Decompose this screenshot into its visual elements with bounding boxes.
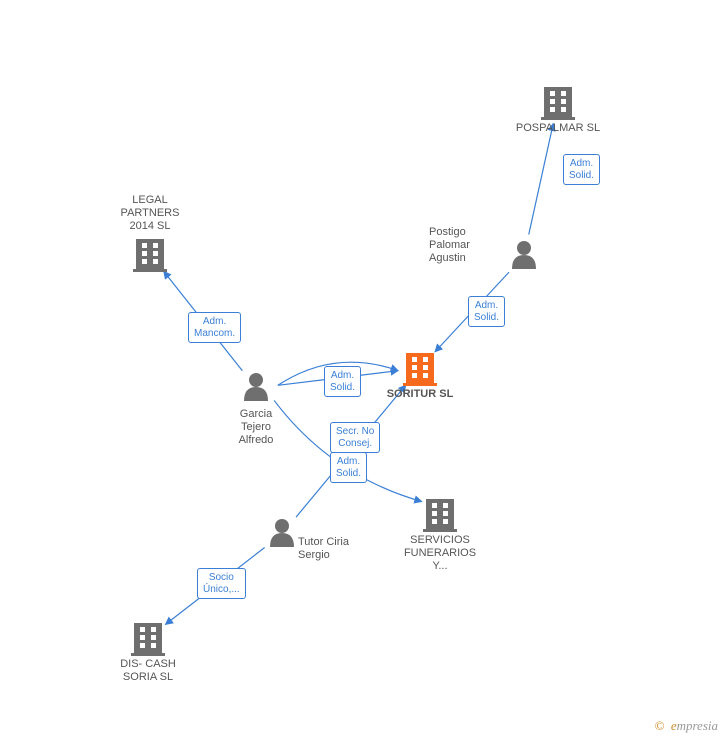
- node-pospalmar: [541, 87, 575, 120]
- edge-label-postigo-pospalmar: Adm. Solid.: [563, 154, 600, 185]
- edge-label-garcia-soritur: Secr. No Consej.: [330, 422, 380, 453]
- edge-label-tutor-discash: Socio Único,...: [197, 568, 246, 599]
- node-label-postigo: Postigo Palomar Agustin: [429, 226, 519, 266]
- node-label-servicios: SERVICIOS FUNERARIOS Y...: [395, 534, 485, 574]
- watermark: © empresia: [655, 718, 718, 734]
- node-label-tutor: Tutor Ciria Sergio: [298, 536, 388, 562]
- edge-label-tutor-soritur: Adm. Solid.: [330, 452, 367, 483]
- node-servicios: [423, 499, 457, 532]
- node-soritur: [403, 353, 437, 386]
- node-label-legal: LEGAL PARTNERS 2014 SL: [105, 194, 195, 234]
- edge-label-garcia-soritur: Adm. Solid.: [324, 366, 361, 397]
- node-label-discash: DIS- CASH SORIA SL: [103, 658, 193, 684]
- edge-postigo-pospalmar: [529, 123, 554, 234]
- node-discash: [131, 623, 165, 656]
- edge-label-garcia-legal: Adm. Mancom.: [188, 312, 241, 343]
- node-tutor: [270, 519, 294, 547]
- node-legal: [133, 239, 167, 272]
- watermark-rest: mpresia: [677, 718, 718, 733]
- node-garcia: [244, 373, 268, 401]
- node-label-pospalmar: POSPALMAR SL: [513, 122, 603, 135]
- node-label-garcia: Garcia Tejero Alfredo: [211, 408, 301, 448]
- node-label-soritur: SORITUR SL: [375, 388, 465, 401]
- edge-label-postigo-soritur: Adm. Solid.: [468, 296, 505, 327]
- copyright-symbol: ©: [655, 718, 665, 733]
- diagram-canvas: [0, 0, 728, 740]
